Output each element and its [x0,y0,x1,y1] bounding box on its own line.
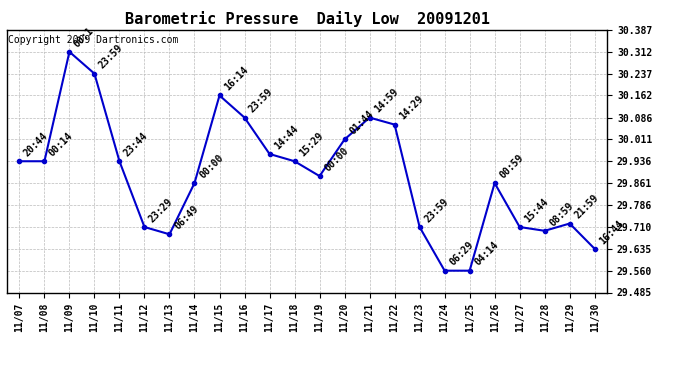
Text: 16:14: 16:14 [222,65,250,93]
Text: 16:44: 16:44 [598,218,625,246]
Text: 06:49: 06:49 [172,204,200,231]
Text: 00:00: 00:00 [322,146,351,173]
Text: 04:14: 04:14 [473,240,500,268]
Title: Barometric Pressure  Daily Low  20091201: Barometric Pressure Daily Low 20091201 [125,12,489,27]
Text: 14:59: 14:59 [373,87,400,115]
Text: 01:44: 01:44 [347,109,375,136]
Text: 20:44: 20:44 [22,130,50,159]
Text: 21:59: 21:59 [573,193,600,221]
Text: 23:29: 23:29 [147,196,175,224]
Text: 23:44: 23:44 [122,130,150,159]
Text: 23:59: 23:59 [247,87,275,115]
Text: 00:59: 00:59 [497,153,525,180]
Text: Copyright 2009 Dartronics.com: Copyright 2009 Dartronics.com [8,35,179,45]
Text: 15:44: 15:44 [522,196,551,224]
Text: 23:59: 23:59 [97,43,125,71]
Text: 23:59: 23:59 [422,196,451,224]
Text: 14:44: 14:44 [273,123,300,151]
Text: 00:00: 00:00 [197,153,225,180]
Text: 00:1: 00:1 [72,26,96,49]
Text: 06:29: 06:29 [447,240,475,268]
Text: 00:14: 00:14 [47,130,75,159]
Text: 08:59: 08:59 [547,200,575,228]
Text: 15:29: 15:29 [297,130,325,159]
Text: 14:29: 14:29 [397,94,425,122]
